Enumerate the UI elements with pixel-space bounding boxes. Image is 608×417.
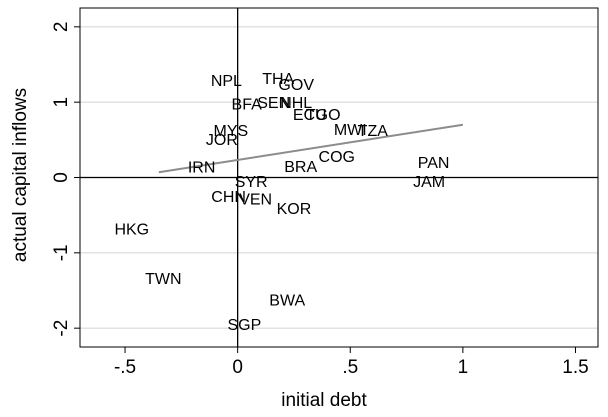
point-label-jam: JAM	[413, 174, 445, 191]
x-tick-label-4: 1.5	[562, 357, 588, 378]
x-tick-label-0: -.5	[114, 357, 136, 378]
fit-line	[158, 123, 464, 174]
point-label-kor: KOR	[277, 201, 312, 218]
point-label-bra: BRA	[284, 159, 317, 176]
point-label-ven: VEN	[239, 191, 272, 208]
point-label-cog: COG	[319, 149, 355, 166]
point-label-chn: CHN	[211, 189, 246, 206]
x-tick-label-3: 1	[458, 357, 469, 378]
point-label-nhl: NHL	[280, 95, 312, 112]
point-label-sen: SEN	[257, 95, 290, 112]
point-label-tza: TZA	[358, 123, 389, 140]
point-label-npl: NPL	[211, 73, 242, 90]
y-axis-title: actual capital inflows	[10, 88, 31, 262]
fit-line-segment	[158, 123, 464, 174]
point-label-bwa: BWA	[269, 292, 305, 309]
y-tick-label-4: 2	[51, 22, 72, 33]
point-label-irn: IRN	[188, 160, 216, 177]
y-tick-label-2: 0	[51, 172, 72, 183]
y-tick-label-1: -1	[51, 244, 72, 261]
point-label-mys: MYS	[214, 123, 249, 140]
y-axis-ticks: -2 -1 0 1 2	[51, 22, 80, 337]
point-label-ecu: ECU	[293, 107, 327, 124]
point-label-tgo: TGO	[306, 107, 341, 124]
point-label-pan: PAN	[418, 155, 450, 172]
point-label-sgp: SGP	[228, 317, 262, 334]
point-label-jor: JOR	[206, 132, 238, 149]
point-label-gov: GOV	[278, 77, 314, 94]
point-label-syr: SYR	[235, 174, 268, 191]
x-axis-title: initial debt	[281, 390, 367, 411]
x-axis-ticks: -.5 0 .5 1 1.5	[114, 347, 589, 378]
y-tick-label-3: 1	[51, 97, 72, 108]
x-tick-label-1: 0	[232, 357, 243, 378]
y-tick-label-0: -2	[51, 320, 72, 337]
point-label-hkg: HKG	[114, 221, 149, 238]
x-tick-label-2: .5	[342, 357, 358, 378]
point-label-tha: THA	[262, 71, 294, 88]
point-label-mwi: MWI	[334, 122, 367, 139]
point-label-bfa: BFA	[232, 96, 263, 113]
point-label-twn: TWN	[145, 271, 181, 288]
reference-lines	[80, 8, 598, 347]
